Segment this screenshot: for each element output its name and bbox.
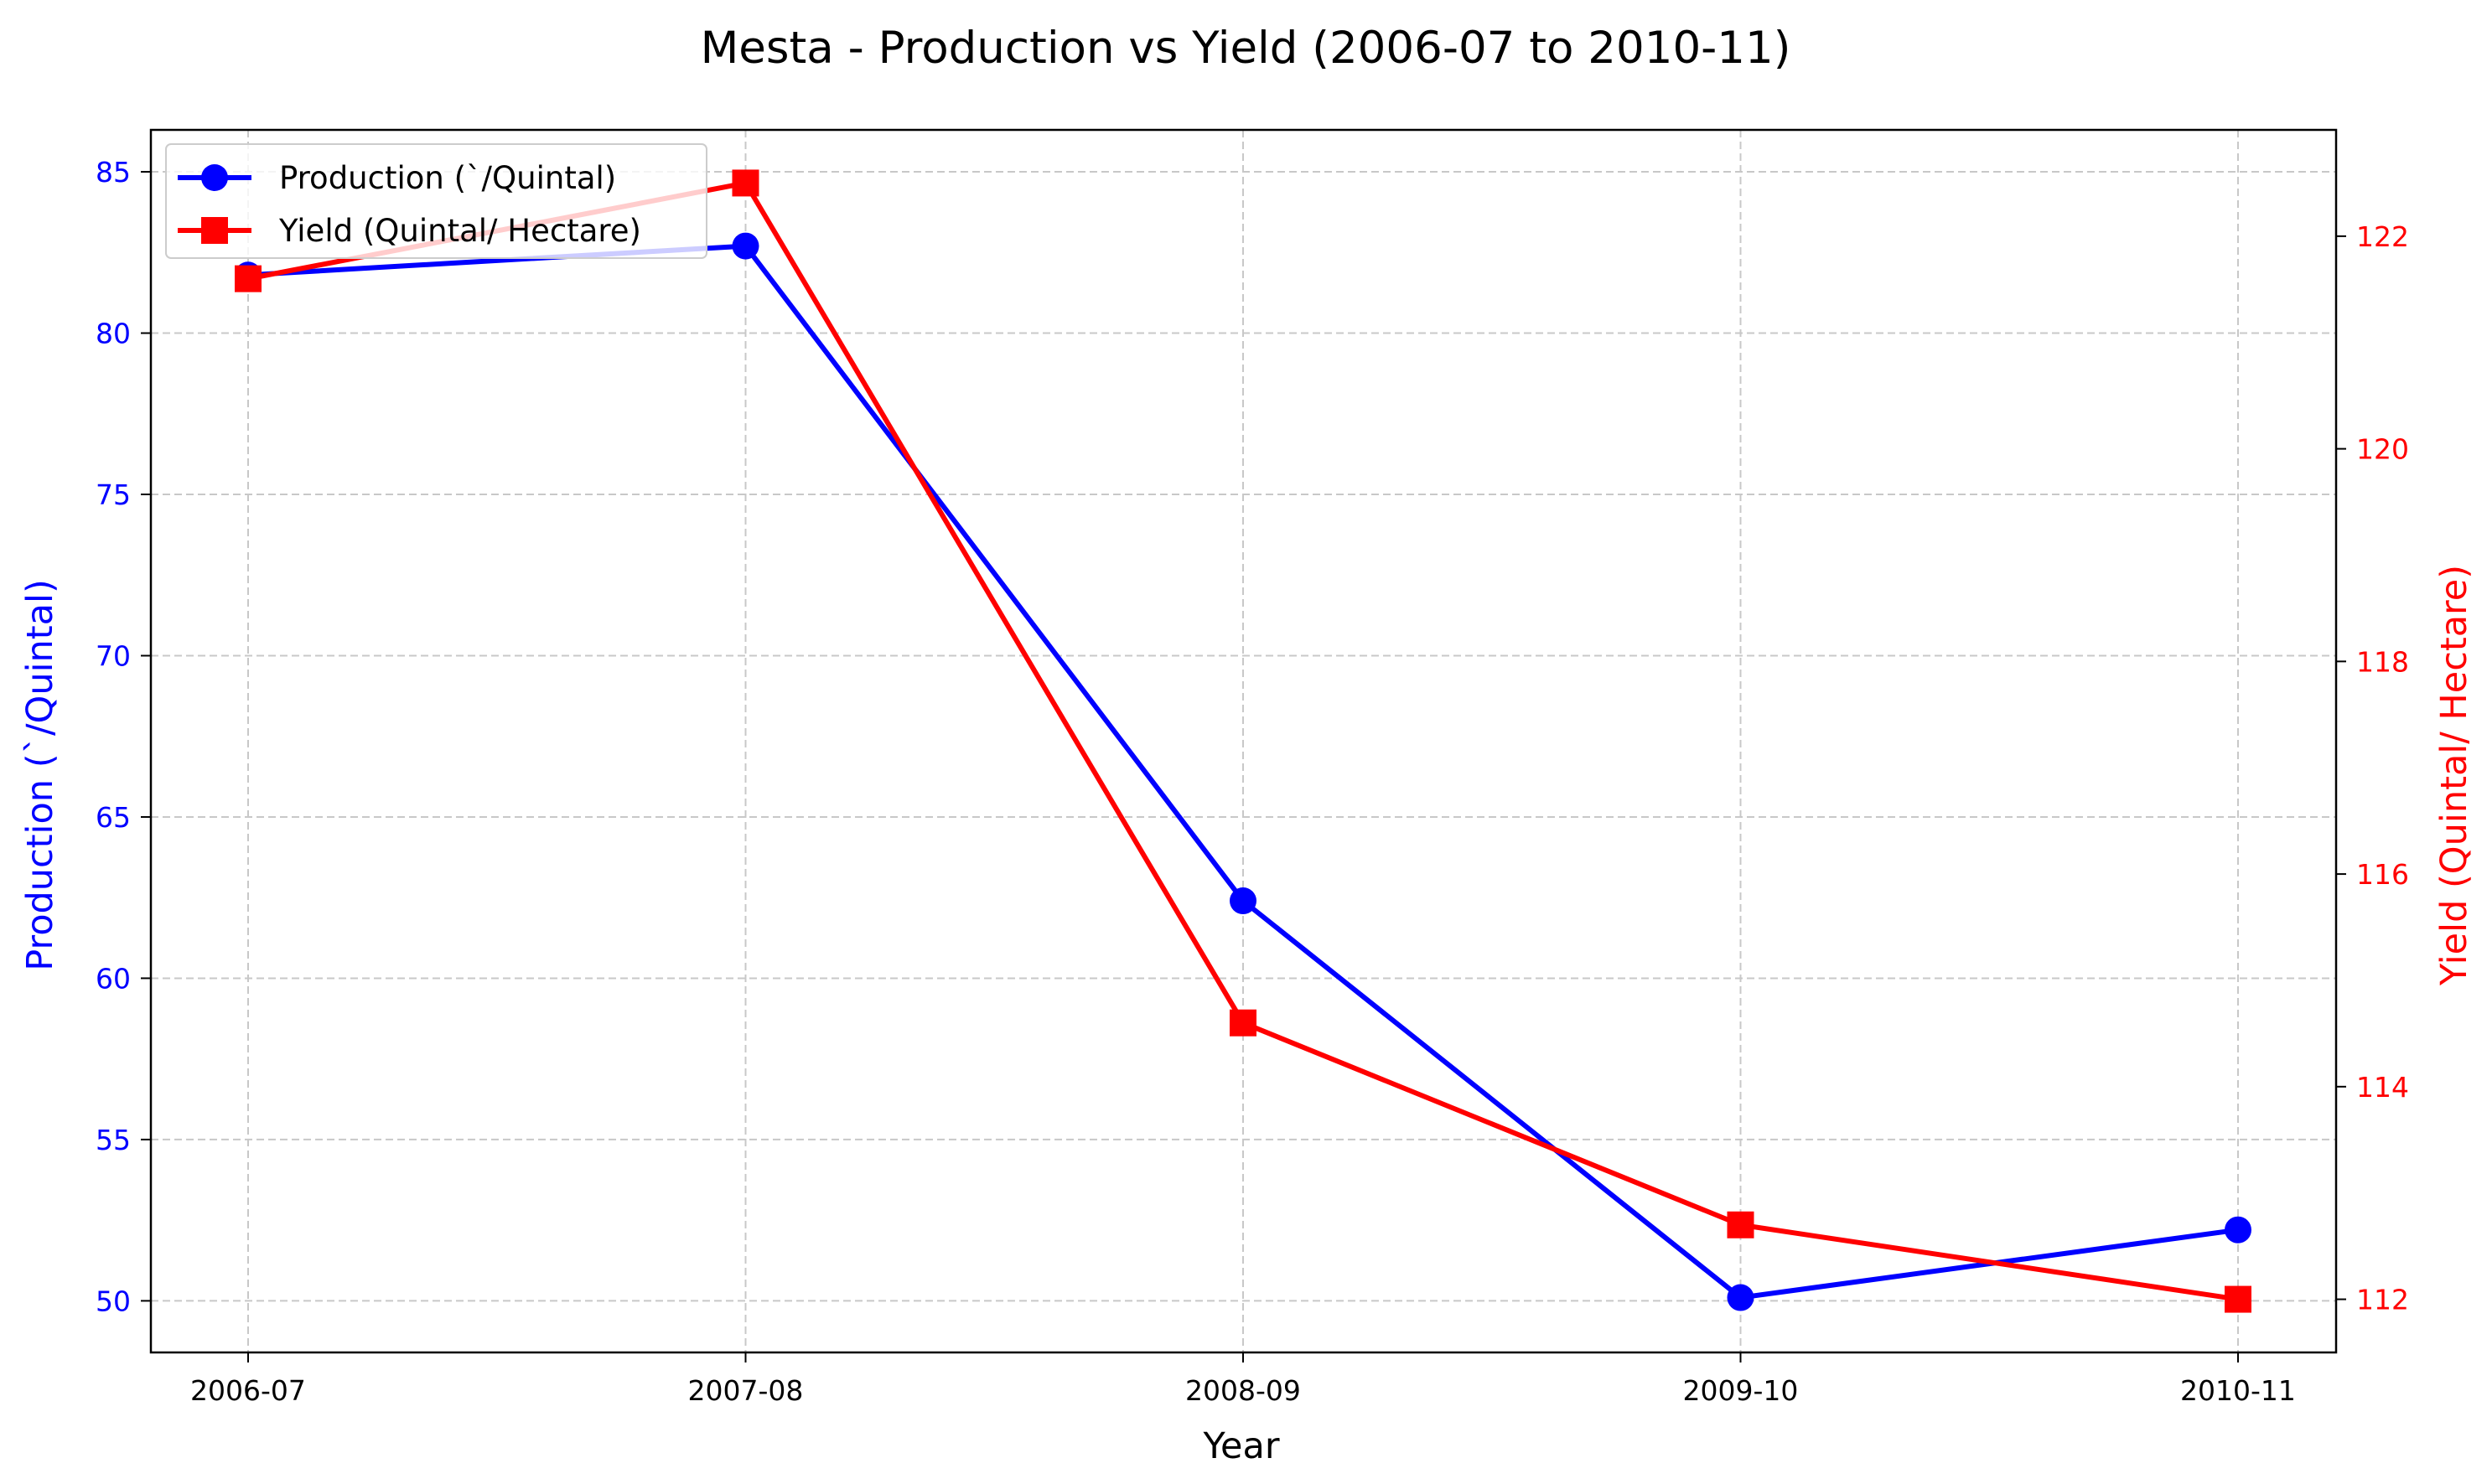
y-right-tick-label: 114 <box>2356 1071 2409 1104</box>
x-tick-label: 2007-08 <box>688 1374 804 1407</box>
data-point-production <box>1727 1284 1754 1311</box>
y-left-tick-label: 75 <box>96 478 131 511</box>
data-point-yield <box>732 169 759 197</box>
data-point-yield <box>2225 1285 2251 1313</box>
y-axis-left: 50 55 60 65 70 75 80 85 <box>96 156 151 1317</box>
x-axis: 2006-07 2007-08 2008-09 2009-10 2010-11 <box>190 1352 2296 1407</box>
y-axis-right-label: Yield (Quintal/ Hectare) <box>2433 565 2475 986</box>
y-axis-right: 112 114 116 118 120 122 <box>2336 220 2409 1316</box>
legend-marker-yield <box>201 217 228 244</box>
data-point-production <box>2225 1216 2251 1244</box>
y-right-tick-label: 118 <box>2356 645 2409 678</box>
data-point-production <box>732 232 759 260</box>
y-right-tick-label: 122 <box>2356 220 2409 253</box>
data-point-yield <box>1230 1009 1256 1037</box>
data-point-production <box>1230 887 1256 915</box>
y-left-tick-label: 65 <box>96 801 131 834</box>
y-left-tick-label: 85 <box>96 156 131 189</box>
y-right-tick-label: 112 <box>2356 1284 2409 1316</box>
legend-box <box>165 143 707 259</box>
grid-lines <box>151 130 2336 1352</box>
legend: Production (`/Quintal) Yield (Quintal/ He… <box>165 143 707 259</box>
y-right-tick-label: 120 <box>2356 433 2409 466</box>
legend-label-yield: Yield (Quintal/ Hectare) <box>278 213 641 249</box>
legend-label-production: Production (`/Quintal) <box>279 160 616 196</box>
legend-marker-production <box>201 164 228 191</box>
data-point-yield <box>1727 1211 1754 1238</box>
y-axis-left-label: Production (`/Quintal) <box>19 579 61 970</box>
x-tick-label: 2006-07 <box>190 1374 306 1407</box>
x-axis-label: Year <box>1202 1425 1279 1467</box>
y-left-tick-label: 55 <box>96 1124 131 1156</box>
data-point-yield <box>235 265 262 292</box>
y-left-tick-label: 50 <box>96 1285 131 1317</box>
x-tick-label: 2009-10 <box>1683 1374 1799 1407</box>
y-left-tick-label: 70 <box>96 639 131 672</box>
x-tick-label: 2010-11 <box>2180 1374 2296 1407</box>
y-right-tick-label: 116 <box>2356 858 2409 891</box>
x-tick-label: 2008-09 <box>1185 1374 1301 1407</box>
y-left-tick-label: 80 <box>96 318 131 350</box>
y-left-tick-label: 60 <box>96 962 131 995</box>
chart-title: Mesta - Production vs Yield (2006-07 to … <box>701 23 1791 74</box>
